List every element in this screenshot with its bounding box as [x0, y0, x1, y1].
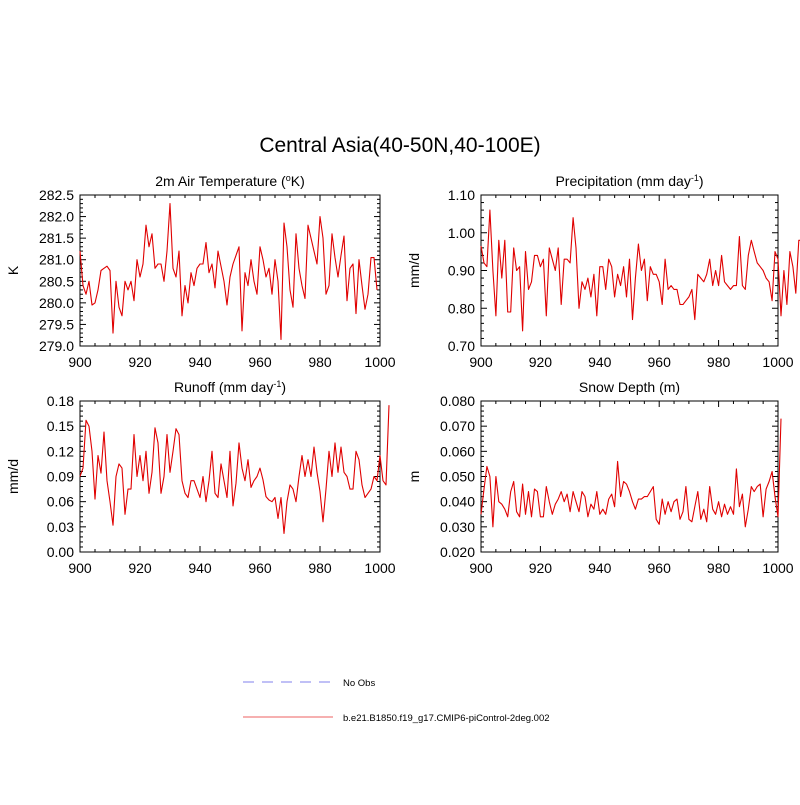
x-tick-label: 900 — [68, 354, 92, 370]
x-tick-label: 920 — [128, 354, 152, 370]
panels: 2m Air Temperature (oK) K 279.0 279.5 280.0 2… — [5, 173, 800, 576]
y-tick-label: 0.06 — [47, 494, 74, 510]
plot-frame — [480, 194, 779, 347]
y-tick-label: 0.18 — [47, 393, 74, 409]
panel-title: Precipitation (mm day-1) — [555, 173, 703, 189]
y-tick-label: 281.5 — [39, 230, 74, 246]
y-axis-label: K — [5, 265, 21, 275]
legend-label-no-obs: No Obs — [343, 678, 375, 689]
y-tick-label: 280.0 — [39, 295, 74, 311]
plot-frame — [79, 194, 381, 347]
y-tick-label: 0.050 — [440, 469, 475, 485]
y-tick-label: 0.00 — [47, 544, 74, 560]
series-line — [79, 203, 378, 341]
panel-title: 2m Air Temperature (oK) — [155, 173, 304, 189]
y-tick-label: 0.040 — [440, 494, 475, 510]
y-tick-label: 0.70 — [448, 338, 475, 354]
y-tick-label: 0.030 — [440, 519, 475, 535]
x-tick-label: 900 — [469, 560, 493, 576]
x-tick-label: 900 — [469, 354, 493, 370]
y-tick-label: 281.0 — [39, 252, 74, 268]
y-tick-label: 0.060 — [440, 443, 475, 459]
y-tick-label: 0.80 — [448, 300, 475, 316]
plot-frame — [79, 400, 381, 553]
panel-title: Runoff (mm day-1) — [174, 379, 286, 395]
y-tick-label: 282.0 — [39, 209, 74, 225]
x-tick-label: 1000 — [364, 560, 395, 576]
x-tick-label: 1000 — [762, 354, 793, 370]
y-tick-label: 0.90 — [448, 263, 475, 279]
x-tick-label: 920 — [529, 354, 553, 370]
x-tick-label: 920 — [529, 560, 553, 576]
x-tick-label: 980 — [308, 354, 332, 370]
series-line — [79, 405, 390, 535]
x-tick-label: 960 — [248, 560, 272, 576]
x-tick-label: 1000 — [762, 560, 793, 576]
y-tick-label: 0.080 — [440, 393, 475, 409]
chart-panel: Snow Depth (m) m 0.020 0.030 0.040 0.050 0.060… — [406, 379, 794, 576]
legend: No Obs b.e21.B1850.f19_g17.CMIP6-piContr… — [243, 678, 550, 724]
plot-frame — [480, 400, 779, 553]
chart-panel: Runoff (mm day-1) mm/d 0.00 0.03 0.06 0.09 0.1… — [5, 379, 396, 576]
y-tick-label: 1.10 — [448, 187, 475, 203]
x-tick-label: 980 — [308, 560, 332, 576]
y-tick-label: 0.09 — [47, 469, 74, 485]
y-axis-label: mm/d — [406, 253, 422, 288]
x-tick-label: 940 — [188, 354, 212, 370]
x-tick-label: 920 — [128, 560, 152, 576]
chart-panel: Precipitation (mm day-1) mm/d 0.70 0.80 0.90… — [406, 173, 800, 370]
figure-title: Central Asia(40-50N,40-100E) — [259, 134, 540, 157]
x-tick-label: 940 — [188, 560, 212, 576]
y-tick-label: 0.070 — [440, 418, 475, 434]
legend-label-model: b.e21.B1850.f19_g17.CMIP6-piControl-2deg… — [343, 713, 550, 724]
y-tick-label: 0.15 — [47, 418, 74, 434]
x-tick-label: 1000 — [364, 354, 395, 370]
y-tick-label: 282.5 — [39, 187, 74, 203]
x-tick-label: 960 — [248, 354, 272, 370]
x-tick-label: 940 — [588, 354, 612, 370]
x-tick-label: 980 — [707, 354, 731, 370]
y-tick-label: 0.03 — [47, 519, 74, 535]
x-tick-label: 900 — [68, 560, 92, 576]
y-tick-label: 279.0 — [39, 338, 74, 354]
x-tick-label: 940 — [588, 560, 612, 576]
x-tick-label: 960 — [648, 560, 672, 576]
y-tick-label: 279.5 — [39, 316, 74, 332]
y-tick-label: 0.12 — [47, 443, 74, 459]
y-tick-label: 280.5 — [39, 273, 74, 289]
y-tick-label: 1.00 — [448, 225, 475, 241]
series-line — [480, 418, 782, 528]
x-tick-label: 960 — [648, 354, 672, 370]
series-line — [480, 209, 800, 332]
y-tick-label: 0.020 — [440, 544, 475, 560]
panel-title: Snow Depth (m) — [579, 379, 680, 395]
y-axis-label: m — [406, 471, 422, 483]
chart-panel: 2m Air Temperature (oK) K 279.0 279.5 280.0 2… — [5, 173, 396, 370]
x-tick-label: 980 — [707, 560, 731, 576]
y-axis-label: mm/d — [5, 459, 21, 494]
